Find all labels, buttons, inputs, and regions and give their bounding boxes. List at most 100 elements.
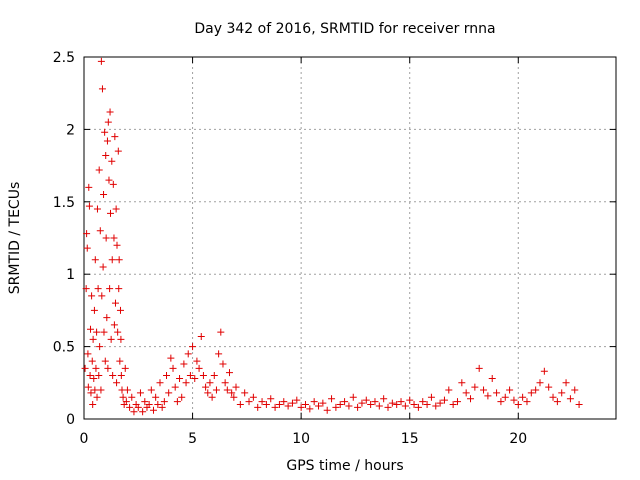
data-point [532, 386, 540, 394]
data-point [100, 328, 108, 336]
data-point [358, 399, 366, 407]
data-point [89, 401, 97, 409]
x-tick-label: 0 [80, 431, 89, 447]
data-point [123, 386, 131, 394]
data-point [232, 383, 240, 391]
data-point [319, 399, 327, 407]
data-point [401, 402, 409, 410]
data-point [106, 209, 114, 217]
data-point [414, 403, 422, 411]
data-point [497, 398, 505, 406]
data-point [553, 398, 561, 406]
data-point [217, 328, 225, 336]
data-point [97, 386, 105, 394]
data-point [122, 398, 130, 406]
data-point [406, 396, 414, 404]
data-point [90, 374, 98, 382]
data-point [215, 350, 223, 358]
data-point [245, 398, 253, 406]
data-point [336, 401, 344, 409]
data-point [475, 364, 483, 372]
data-point [371, 398, 379, 406]
plot-frame [83, 56, 617, 420]
data-point [178, 393, 186, 401]
data-point [112, 205, 120, 213]
data-point [86, 372, 94, 380]
data-point [134, 403, 142, 411]
data-point [258, 398, 266, 406]
data-point [158, 403, 166, 411]
data-point [562, 379, 570, 387]
data-point [117, 372, 125, 380]
data-point [163, 372, 171, 380]
data-point [575, 401, 583, 409]
data-point [506, 386, 514, 394]
data-point [566, 395, 574, 403]
data-point [104, 364, 112, 372]
data-point [152, 393, 160, 401]
data-point [169, 364, 177, 372]
data-point [109, 180, 117, 188]
data-point [102, 151, 110, 159]
data-point [116, 306, 124, 314]
data-point [106, 108, 114, 116]
data-point [96, 227, 104, 235]
data-point [193, 357, 201, 365]
y-tick-label: 1 [66, 267, 75, 283]
data-point [328, 395, 336, 403]
data-point [184, 350, 192, 358]
data-point [249, 393, 257, 401]
data-point [106, 285, 114, 293]
data-point [165, 389, 173, 397]
data-point [484, 392, 492, 400]
data-point [419, 398, 427, 406]
data-point [85, 202, 93, 210]
data-point [128, 393, 136, 401]
data-point [262, 401, 270, 409]
data-point [93, 205, 101, 213]
data-point [571, 386, 579, 394]
y-tick-label: 2 [66, 122, 75, 138]
data-point [471, 383, 479, 391]
data-point [97, 57, 105, 65]
data-point [115, 256, 123, 264]
data-point [221, 379, 229, 387]
data-point [488, 374, 496, 382]
data-point [98, 292, 106, 300]
data-point [82, 285, 90, 293]
data-point [436, 399, 444, 407]
data-point [380, 395, 388, 403]
data-point [225, 369, 233, 377]
data-point [99, 263, 107, 271]
data-point [223, 386, 231, 394]
data-point [195, 364, 203, 372]
x-axis-label: GPS time / hours [286, 458, 403, 474]
data-point [139, 408, 147, 416]
data-point [241, 389, 249, 397]
data-point [116, 357, 124, 365]
data-point [93, 328, 101, 336]
data-point [93, 393, 101, 401]
data-point [536, 379, 544, 387]
data-point [110, 234, 118, 242]
data-point [110, 321, 118, 329]
data-point [199, 372, 207, 380]
data-point [280, 398, 288, 406]
data-point [397, 398, 405, 406]
data-point [540, 367, 548, 375]
data-point [208, 393, 216, 401]
data-point [91, 386, 99, 394]
data-point [212, 386, 220, 394]
data-point [101, 128, 109, 136]
data-point [423, 401, 431, 409]
data-point [501, 393, 509, 401]
x-tick-label: 15 [401, 431, 419, 447]
data-point [354, 403, 362, 411]
data-point [558, 389, 566, 397]
y-tick-label: 0 [66, 412, 75, 428]
data-point [204, 389, 212, 397]
data-point [115, 285, 123, 293]
data-point [375, 402, 383, 410]
y-axis-label: SRMTID / TECUs [7, 182, 23, 295]
data-point [83, 230, 91, 238]
